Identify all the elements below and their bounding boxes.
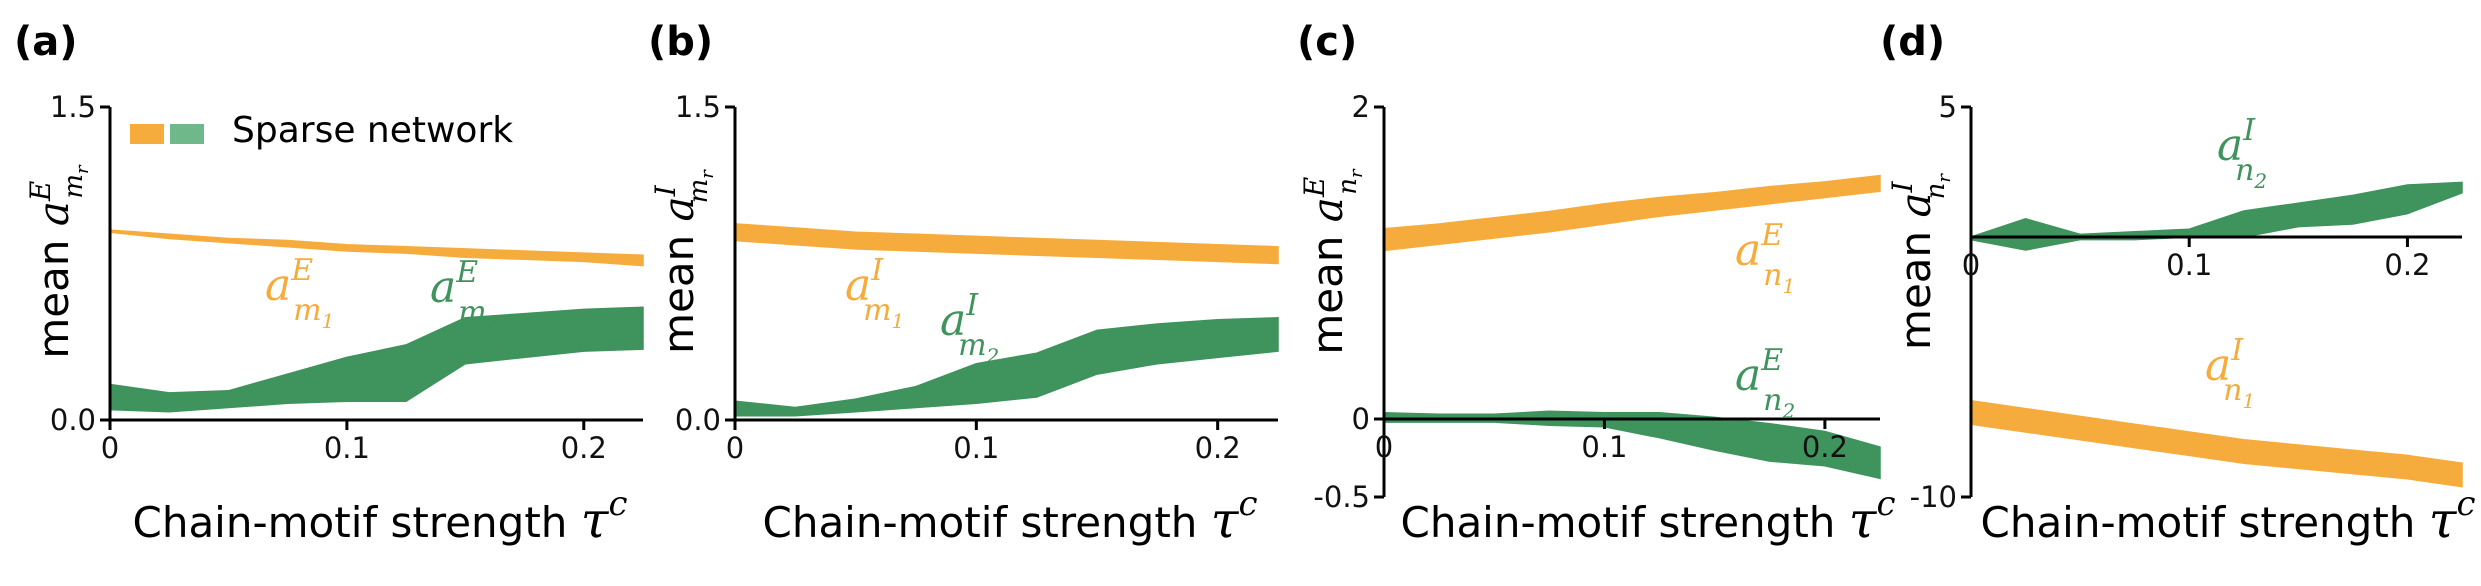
annotation-m1: aE m1 xyxy=(265,253,334,333)
panel-a: 0 0.1 0.2 0.0 1.5 (a) Chain-motif strength τc m… xyxy=(14,19,644,549)
x-axis-label: Chain-motif strength τc xyxy=(763,484,1258,549)
annotation-m2: aI m2 xyxy=(940,288,999,368)
x-axis-label: Chain-motif strength τc xyxy=(133,484,628,549)
x-tick-label: 0.2 xyxy=(561,431,607,465)
x-axis-label: Chain-motif strength τc xyxy=(1981,484,2476,549)
panel-label: (c) xyxy=(1297,19,1357,65)
x-axis-label: Chain-motif strength τc xyxy=(1401,484,1896,549)
x-tick-label: 0.2 xyxy=(2384,248,2430,282)
x-tick-label: 0 xyxy=(1375,430,1393,464)
y-tick-label: 0.0 xyxy=(675,403,721,437)
x-tick-label: 0.2 xyxy=(1802,430,1848,464)
panel-label: (a) xyxy=(14,19,78,65)
panel-label: (b) xyxy=(648,19,713,65)
x-tick-label: 0.1 xyxy=(2166,248,2212,282)
annotation-n2: aI n2 xyxy=(2217,113,2267,193)
x-tick-label: 0.2 xyxy=(1195,431,1241,465)
legend: Sparse network xyxy=(130,110,513,151)
annotation-n2: aE n2 xyxy=(1735,343,1795,423)
y-tick-label: 0 xyxy=(1352,402,1370,436)
annotation-n1: aE n1 xyxy=(1735,218,1795,298)
legend-swatch-orange xyxy=(130,124,164,144)
y-tick-label: -0.5 xyxy=(1313,480,1370,514)
annotation-m2: aE m2 xyxy=(430,255,499,335)
y-axis-label: mean aEnr xyxy=(1298,168,1367,355)
panel-b: 0 0.1 0.2 0.0 1.5 (b) Chain-motif strength τc m… xyxy=(648,19,1279,549)
y-tick-label: 1.5 xyxy=(50,90,96,124)
band-m2 xyxy=(109,306,644,413)
panel-c: 0 0.1 0.2-0.502(c)Chain-motif strength τcm… xyxy=(1297,19,1895,549)
legend-swatch-green xyxy=(170,124,204,144)
y-axis-label: mean aInr xyxy=(1886,173,1955,350)
x-tick-label: 0.1 xyxy=(324,431,370,465)
x-tick-label: 0.1 xyxy=(1581,430,1627,464)
band-m2 xyxy=(734,317,1279,417)
panel-label: (d) xyxy=(1880,19,1945,65)
annotation-n1: aI n1 xyxy=(2205,333,2255,413)
svg-text:mean aEnr: mean aEnr xyxy=(1298,168,1367,355)
y-tick-label: 1.5 xyxy=(675,90,721,124)
band-n1 xyxy=(1383,174,1881,252)
panel-d: 0 0.1 0.2 -10 5 (d) Chain-motif strength τc mea… xyxy=(1880,19,2475,549)
svg-text:mean aInr: mean aInr xyxy=(1886,173,1955,350)
y-tick-label: -10 xyxy=(1910,480,1957,514)
y-axis-label: mean aImr xyxy=(649,169,718,354)
x-tick-label: 0 xyxy=(101,431,119,465)
x-tick-label: 0 xyxy=(1962,248,1980,282)
band-m1 xyxy=(734,223,1279,265)
y-axis-label: mean aEmr xyxy=(24,164,93,359)
band-m1 xyxy=(109,229,644,267)
x-tick-label: 0 xyxy=(726,431,744,465)
y-tick-label: 0.0 xyxy=(50,403,96,437)
band-n2 xyxy=(1383,410,1881,480)
legend-label: Sparse network xyxy=(232,110,513,151)
band-n1 xyxy=(1970,399,2463,488)
band-n2 xyxy=(1970,181,2463,251)
annotation-m1: aI m1 xyxy=(845,253,904,333)
y-tick-label: 2 xyxy=(1352,90,1370,124)
x-tick-label: 0.1 xyxy=(953,431,999,465)
y-tick-label: 5 xyxy=(1939,90,1957,124)
svg-text:mean aEmr: mean aEmr xyxy=(24,164,93,359)
svg-text:mean aImr: mean aImr xyxy=(649,169,718,354)
